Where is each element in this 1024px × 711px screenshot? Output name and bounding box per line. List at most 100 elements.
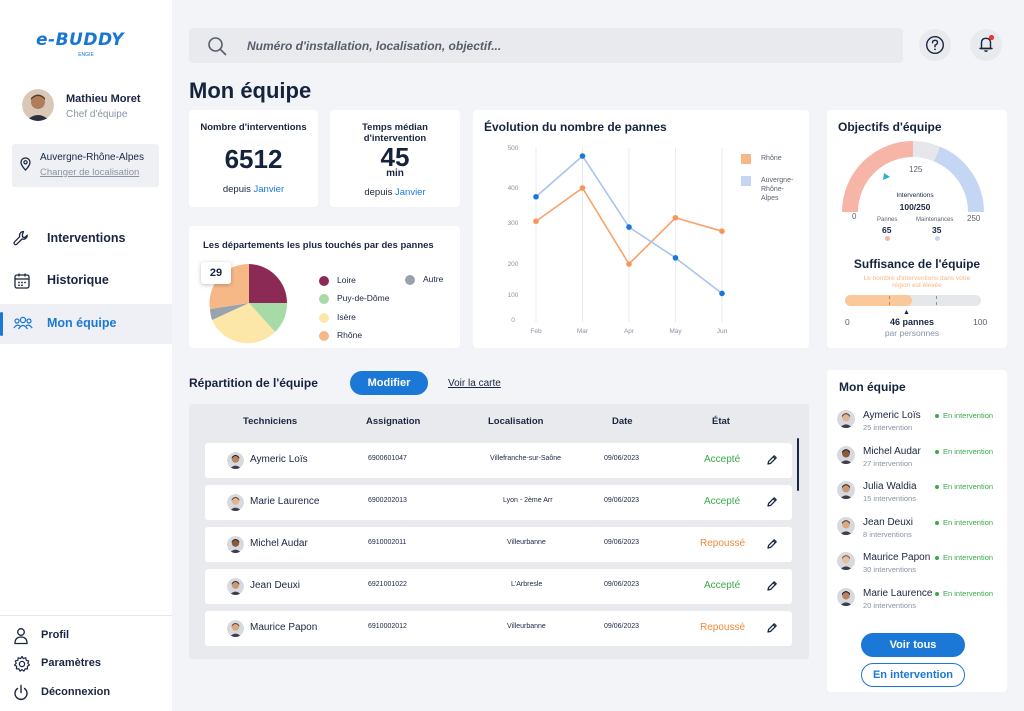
user-avatar[interactable] (22, 89, 54, 121)
avatar[interactable] (227, 494, 244, 511)
nav-historique[interactable]: Historique (0, 261, 172, 301)
data-point (672, 214, 679, 221)
avatar[interactable] (227, 620, 244, 637)
search-icon[interactable] (206, 35, 228, 57)
technician-name: Aymeric Loïs (250, 454, 308, 465)
header-assignation[interactable]: Assignation (366, 416, 421, 427)
pie-slice-rhone[interactable] (209, 263, 249, 309)
see-all-button[interactable]: Voir tous (861, 633, 965, 657)
notifications-button[interactable] (970, 29, 1002, 61)
edit-pencil-icon[interactable] (766, 538, 778, 550)
data-point (579, 153, 586, 159)
edit-pencil-icon[interactable] (766, 454, 778, 466)
avatar[interactable] (837, 516, 855, 535)
team-member-item[interactable]: Jean Deuxi 8 interventions En interventi… (837, 515, 1007, 545)
pie-slice-puy-de-dome[interactable] (249, 303, 288, 332)
table-row[interactable]: Michel Audar 6910002011 Villeurbanne 09/… (205, 527, 792, 562)
y-tick-label: 300 (508, 220, 519, 227)
interventions-card: Nombre d'interventions 6512 depuis Janvi… (189, 110, 318, 207)
note-line-1: Le nombre d'interventions dans votre (863, 275, 971, 282)
nav-label: Historique (47, 273, 109, 287)
nav-profil[interactable]: Profil (0, 624, 172, 648)
avatar[interactable] (837, 445, 855, 464)
sidebar: e-BUDDY ENGIE Mathieu Moret Chef d'équip… (0, 0, 172, 711)
modify-button[interactable]: Modifier (350, 371, 428, 395)
team-table: Techniciens Assignation Localisation Dat… (189, 404, 809, 659)
avatar[interactable] (837, 552, 855, 570)
location-name: L'Arbresle (511, 581, 543, 588)
team-member-item[interactable]: Aymeric Loïs 25 intervention En interven… (837, 408, 1007, 438)
avatar-image[interactable] (227, 620, 244, 637)
table-row[interactable]: Aymeric Loïs 6900601047 Villefranche-sur… (205, 443, 792, 478)
team-member-item[interactable]: Marie Laurence 20 interventions En inter… (837, 586, 1007, 616)
avatar-image[interactable] (227, 452, 244, 469)
data-point (626, 261, 632, 267)
assignation-number: 6900601047 (368, 455, 407, 462)
avatar-image[interactable] (227, 578, 244, 595)
location-pin-icon (20, 157, 31, 171)
avatar-image[interactable] (837, 587, 855, 606)
gauge-mid: 125 (909, 165, 923, 174)
table-row[interactable]: Marie Laurence 6900202013 Lyon - 2ème Ar… (205, 485, 792, 520)
member-count: 27 intervention (863, 458, 913, 468)
help-button[interactable] (919, 29, 951, 61)
avatar-image[interactable] (227, 494, 244, 511)
median-since: depuis Janvier (330, 187, 460, 198)
team-member-item[interactable]: Julia Waldia 15 interventions En interve… (837, 479, 1007, 509)
change-location-link[interactable]: Changer de localisation (40, 167, 140, 178)
app-logo[interactable]: e-BUDDY ENGIE (36, 30, 136, 66)
header-etat[interactable]: État (712, 416, 730, 427)
data-point (579, 185, 586, 191)
gauge-max: 250 (967, 214, 981, 223)
avatar-image[interactable] (837, 445, 855, 464)
avatar[interactable] (837, 481, 855, 499)
nav-deconnexion[interactable]: Déconnexion (0, 681, 172, 705)
nav-parametres[interactable]: Paramètres (0, 652, 172, 676)
view-map-link[interactable]: Voir la carte (448, 378, 501, 389)
sufficiency-fill (845, 295, 912, 306)
gauge-arc-track (912, 141, 941, 162)
avatar[interactable] (837, 587, 855, 606)
nav-mon-equipe[interactable]: Mon équipe (0, 304, 172, 344)
legend-isere: Isère (319, 312, 356, 323)
avatar-image[interactable] (227, 536, 244, 553)
member-count: 20 interventions (863, 600, 916, 610)
search-bar[interactable]: Numéro d'installation, localisation, obj… (189, 28, 903, 63)
avatar[interactable] (227, 578, 244, 595)
edit-pencil-icon[interactable] (766, 496, 778, 508)
avatar-image[interactable] (837, 481, 855, 499)
edit-pencil-icon[interactable] (766, 580, 778, 592)
in-intervention-button[interactable]: En intervention (861, 663, 965, 687)
avatar-image[interactable] (837, 516, 855, 535)
avatar-image[interactable] (837, 410, 855, 428)
header-localisation[interactable]: Localisation (488, 416, 544, 427)
header-date[interactable]: Date (612, 416, 633, 427)
member-name: Michel Audar (863, 445, 921, 457)
avatar-image[interactable] (837, 552, 855, 570)
nav-interventions[interactable]: Interventions (0, 219, 172, 259)
team-member-item[interactable]: Maurice Papon 30 interventions En interv… (837, 550, 1007, 580)
legend-label: Auvergne-Rhône-Alpes (761, 177, 794, 202)
help-icon (925, 35, 945, 55)
interventions-count: 6512 (224, 144, 283, 174)
table-row[interactable]: Maurice Papon 6910002012 Villeurbanne 09… (205, 611, 792, 646)
card-title: Temps médian d'intervention (362, 122, 428, 144)
team-member-item[interactable]: Michel Audar 27 intervention En interven… (837, 444, 1007, 474)
avatar[interactable] (837, 410, 855, 428)
location-region: Auvergne-Rhône-Alpes (40, 152, 144, 163)
edit-pencil-icon[interactable] (766, 622, 778, 634)
since-prefix: depuis (364, 187, 393, 198)
avatar[interactable] (227, 452, 244, 469)
table-scrollbar[interactable] (797, 438, 799, 491)
pie-slice-isere[interactable] (212, 303, 275, 344)
table-row[interactable]: Jean Deuxi 6921001022 L'Arbresle 09/06/2… (205, 569, 792, 604)
assignation-number: 6910002012 (368, 623, 407, 630)
pie-slice-loire[interactable] (249, 264, 287, 303)
avatar[interactable] (227, 536, 244, 553)
sufficiency-marker (889, 296, 890, 305)
pie-slice-autre[interactable] (210, 303, 249, 320)
bell-icon (979, 34, 995, 52)
header-techniciens[interactable]: Techniciens (243, 416, 298, 427)
search-input[interactable]: Numéro d'installation, localisation, obj… (247, 39, 502, 53)
location-box[interactable]: Auvergne-Rhône-Alpes Changer de localisa… (12, 144, 159, 187)
